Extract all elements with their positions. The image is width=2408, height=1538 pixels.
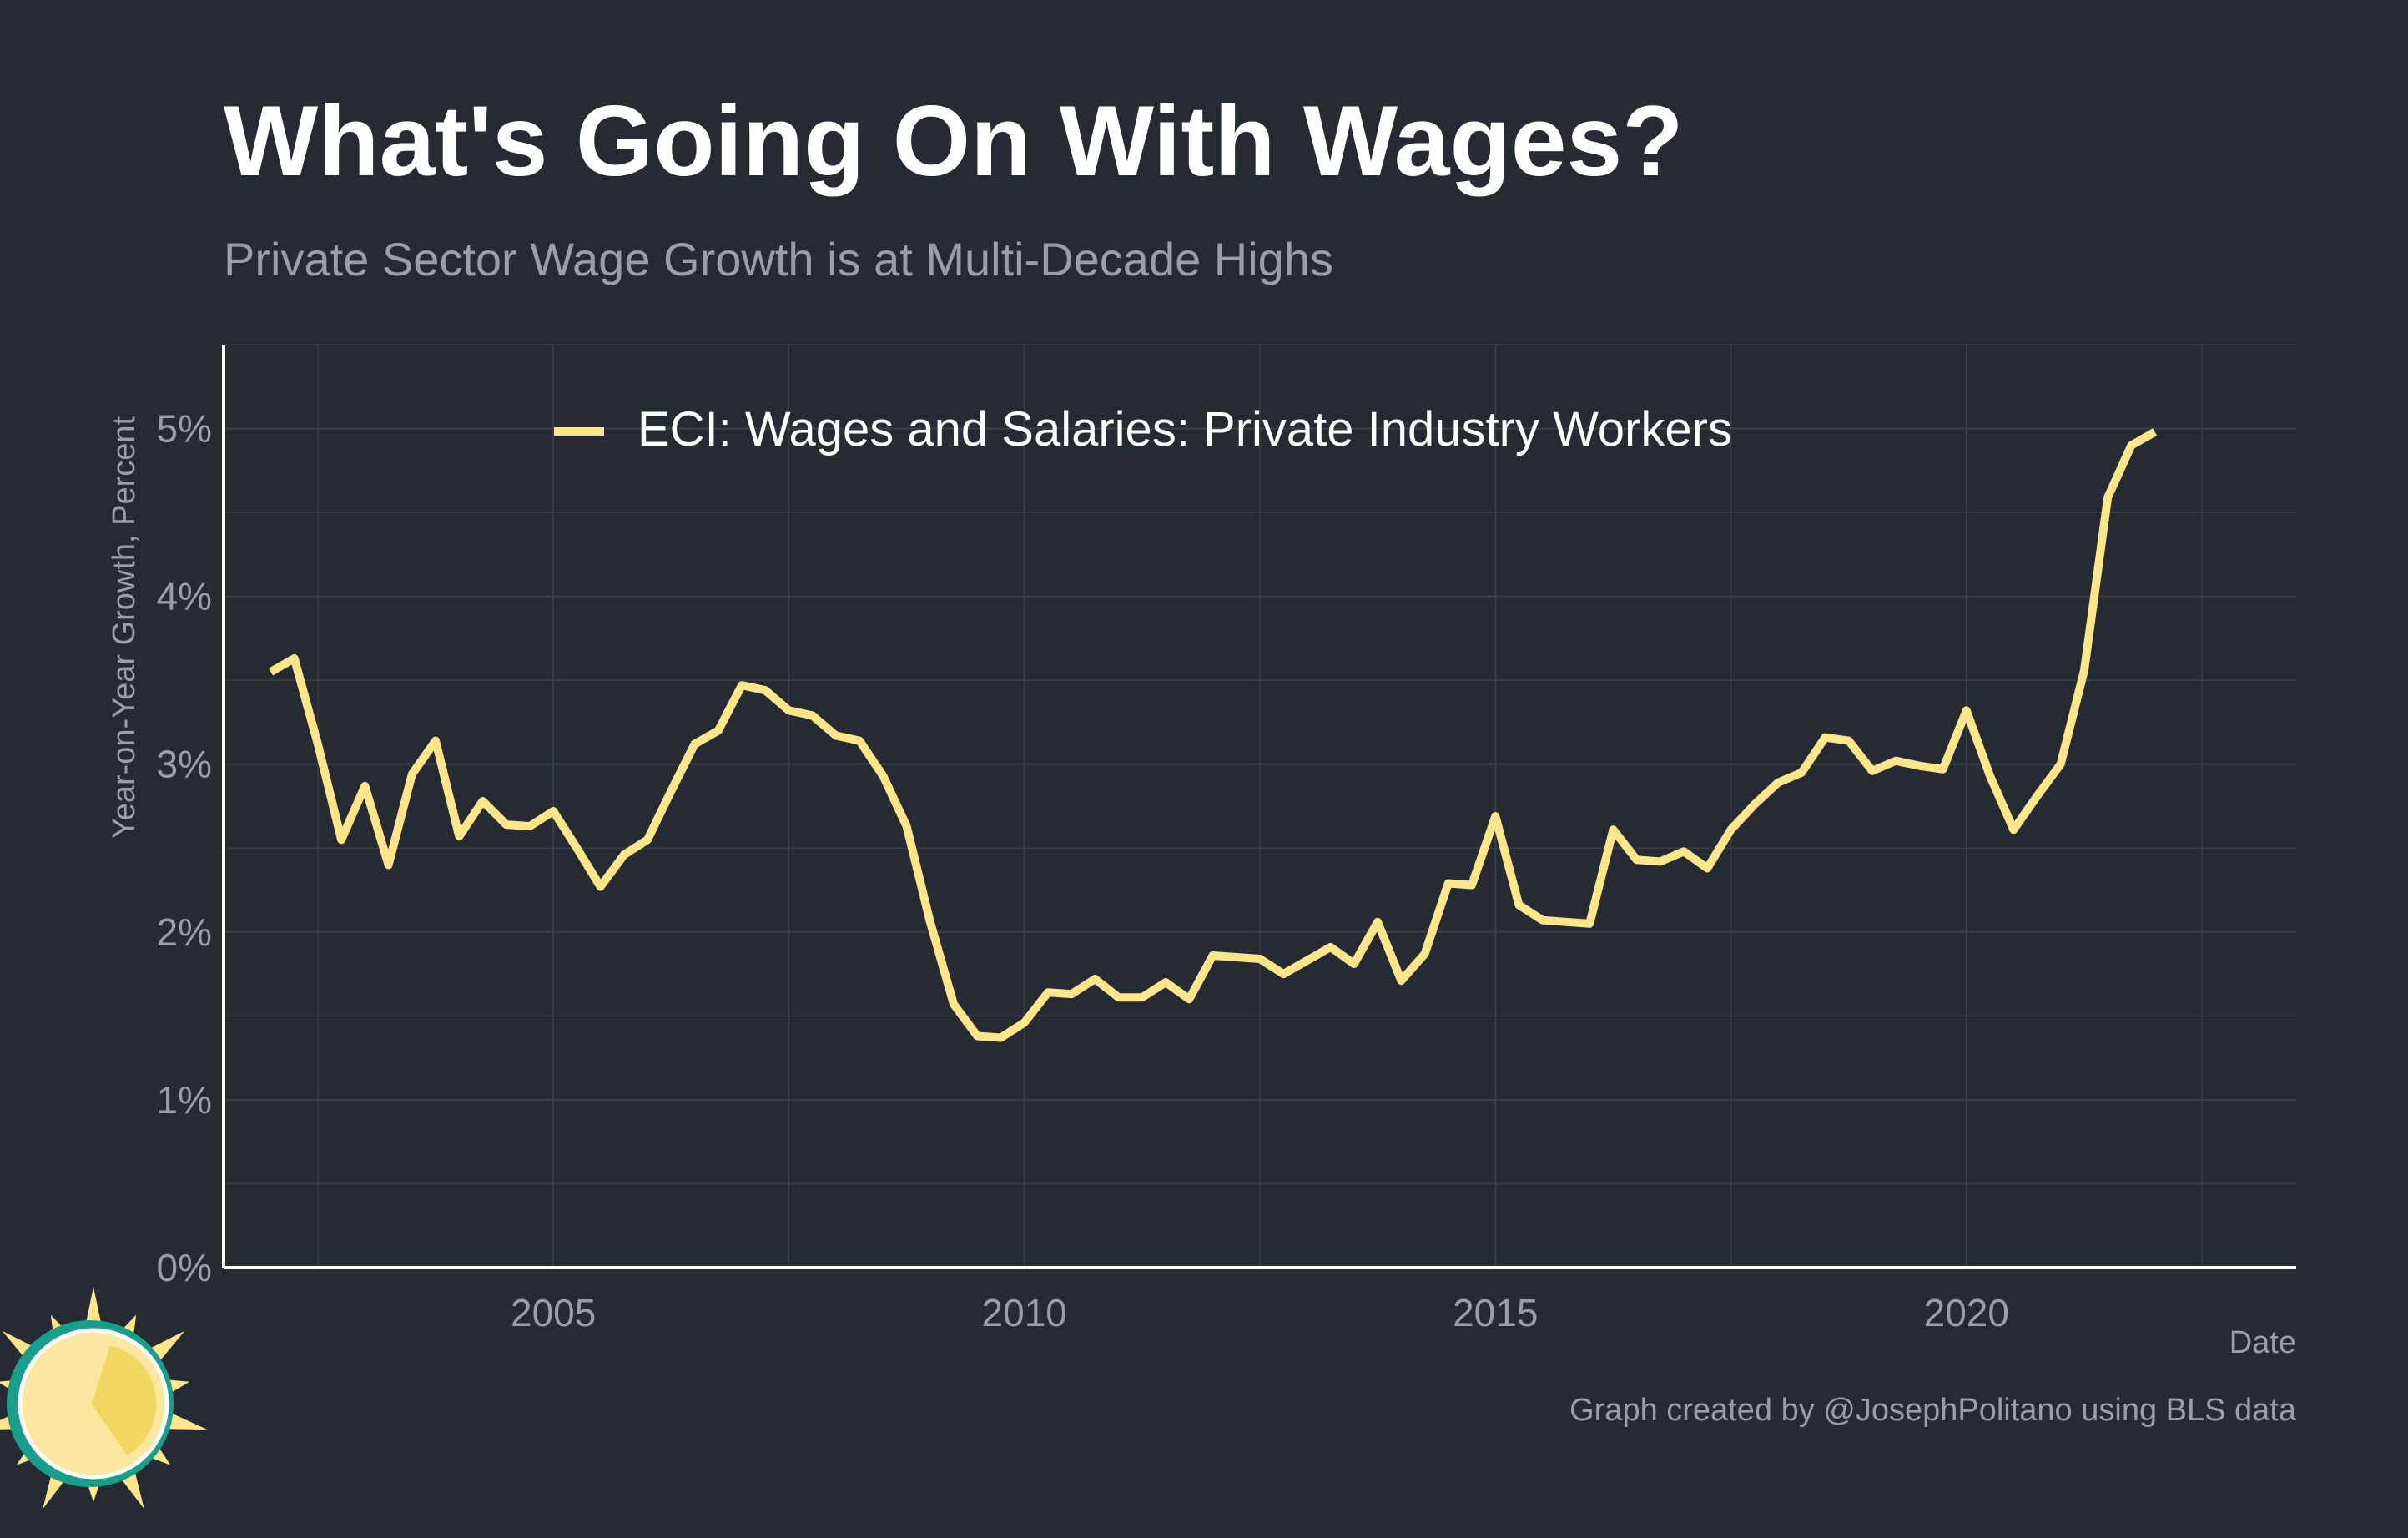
y-tick-label: 3% [157,743,212,786]
tick-label-layer: 0% 1% 2% 3% 4% 5% 2005 2010 2015 2020 [157,407,2009,1334]
legend: ECI: Wages and Salaries: Private Industr… [554,402,1732,456]
chart-caption: Graph created by @JosephPolitano using B… [1569,1393,2297,1428]
series-layer [269,428,2158,1042]
x-tick-label: 2005 [511,1291,596,1334]
sun-logo-icon [0,1287,208,1510]
sun-logo-shade [92,1345,157,1455]
axis-layer [222,345,2296,1269]
chart-subtitle: Private Sector Wage Growth is at Multi-D… [224,233,1333,285]
y-tick-label: 4% [157,575,212,618]
x-axis-label: Date [2229,1325,2296,1360]
y-tick-label: 1% [157,1078,212,1122]
legend-label: ECI: Wages and Salaries: Private Industr… [637,402,1732,456]
y-axis-label: Year-on-Year Growth, Percent [107,416,142,839]
x-tick-label: 2020 [1924,1291,2009,1334]
grid-layer [224,344,2296,1268]
x-tick-label: 2015 [1453,1291,1538,1334]
y-tick-label: 0% [157,1246,212,1289]
chart-title: What's Going On With Wages? [224,85,1684,197]
y-tick-label: 5% [157,407,212,451]
x-tick-label: 2010 [982,1291,1067,1334]
y-tick-label: 2% [157,910,212,954]
series-line [269,428,2158,1042]
